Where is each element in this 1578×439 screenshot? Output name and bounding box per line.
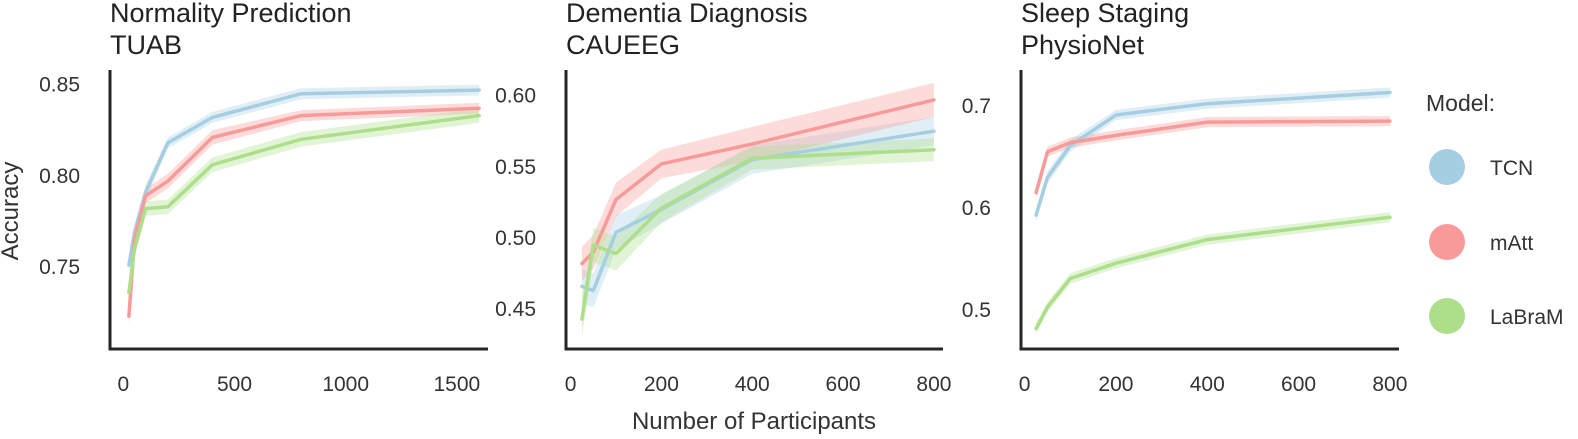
confidence-band-matt bbox=[1036, 116, 1390, 199]
x-tick-label: 0 bbox=[117, 373, 129, 396]
panel-title-line-2: TUAB bbox=[110, 30, 182, 60]
legend-title: Model: bbox=[1426, 90, 1495, 116]
confidence-band-labram bbox=[581, 138, 934, 337]
confidence-band-labram bbox=[1036, 212, 1390, 334]
series-line-labram bbox=[127, 113, 481, 295]
x-tick-label: 800 bbox=[916, 373, 951, 396]
x-tick-label: 0 bbox=[1019, 373, 1031, 396]
legend-marker-labram bbox=[1429, 298, 1465, 334]
x-tick-label: 400 bbox=[735, 373, 770, 396]
legend-label-matt: mAtt bbox=[1490, 232, 1533, 255]
x-tick-label: 600 bbox=[826, 373, 861, 396]
legend-item-labram: LaBraM bbox=[1429, 298, 1564, 334]
plot-area: 0 200 400 600 800 0.5 0.6 0.7 bbox=[962, 70, 1407, 396]
x-axis-label: Number of Participants bbox=[632, 408, 876, 435]
legend: Model: TCN mAtt LaBraM bbox=[1426, 90, 1564, 334]
x-tick-label: 200 bbox=[1098, 373, 1133, 396]
x-tick-label: 500 bbox=[217, 373, 252, 396]
y-tick-label: 0.85 bbox=[39, 74, 80, 97]
panel-normality-prediction: Normality Prediction TUAB 0 500 1000 1500 0.… bbox=[39, 0, 488, 396]
x-tick-label: 1000 bbox=[322, 373, 369, 396]
series-line-labram bbox=[580, 147, 936, 321]
series-line-matt bbox=[127, 106, 481, 318]
y-axis-label: Accuracy bbox=[0, 162, 24, 261]
legend-label-tcn: TCN bbox=[1490, 157, 1533, 180]
confidence-band-matt bbox=[581, 82, 934, 281]
y-tick-label: 0.6 bbox=[962, 197, 991, 220]
panel-title-line-1: Dementia Diagnosis bbox=[566, 0, 808, 28]
series-line-tcn bbox=[580, 129, 936, 293]
series-line-labram bbox=[1034, 215, 1392, 331]
confidence-band-labram bbox=[128, 108, 480, 302]
panel-dementia-diagnosis: Dementia Diagnosis CAUEEG 0 200 400 600 8000… bbox=[495, 0, 951, 396]
y-tick-label: 0.55 bbox=[495, 156, 536, 179]
legend-item-matt: mAtt bbox=[1429, 224, 1533, 260]
plot-area: 0 200 400 600 800 0.45 0.50 0.55 0.60 bbox=[495, 70, 951, 396]
y-tick-label: 0.75 bbox=[39, 256, 80, 279]
panel-title-line-2: CAUEEG bbox=[566, 30, 680, 60]
panel-title-line-1: Sleep Staging bbox=[1021, 0, 1189, 28]
x-tick-label: 200 bbox=[644, 373, 679, 396]
legend-item-tcn: TCN bbox=[1429, 149, 1533, 185]
y-tick-label: 0.50 bbox=[495, 227, 536, 250]
legend-marker-matt bbox=[1429, 224, 1465, 260]
legend-marker-tcn bbox=[1429, 149, 1465, 185]
series-line-matt bbox=[1034, 119, 1392, 195]
panel-sleep-staging: Sleep Staging PhysioNet 0 200 400 600 800 0.5… bbox=[962, 0, 1408, 396]
series-line-tcn bbox=[1034, 90, 1392, 217]
y-tick-label: 0.5 bbox=[962, 299, 991, 322]
panel-title-line-1: Normality Prediction bbox=[110, 0, 352, 28]
y-tick-label: 0.60 bbox=[495, 85, 536, 108]
x-tick-label: 1500 bbox=[434, 373, 481, 396]
x-tick-label: 0 bbox=[565, 373, 577, 396]
x-tick-label: 400 bbox=[1190, 373, 1225, 396]
x-tick-label: 800 bbox=[1372, 373, 1407, 396]
y-tick-label: 0.45 bbox=[495, 298, 536, 321]
x-tick-label: 600 bbox=[1281, 373, 1316, 396]
confidence-band-tcn bbox=[1036, 87, 1390, 222]
panel-title-line-2: PhysioNet bbox=[1021, 30, 1145, 60]
series-line-tcn bbox=[127, 88, 481, 267]
y-tick-label: 0.7 bbox=[962, 95, 991, 118]
y-tick-label: 0.80 bbox=[39, 165, 80, 188]
plot-area: 0 500 1000 1500 0.75 0.80 0.85 bbox=[39, 70, 488, 396]
legend-label-labram: LaBraM bbox=[1490, 306, 1564, 329]
